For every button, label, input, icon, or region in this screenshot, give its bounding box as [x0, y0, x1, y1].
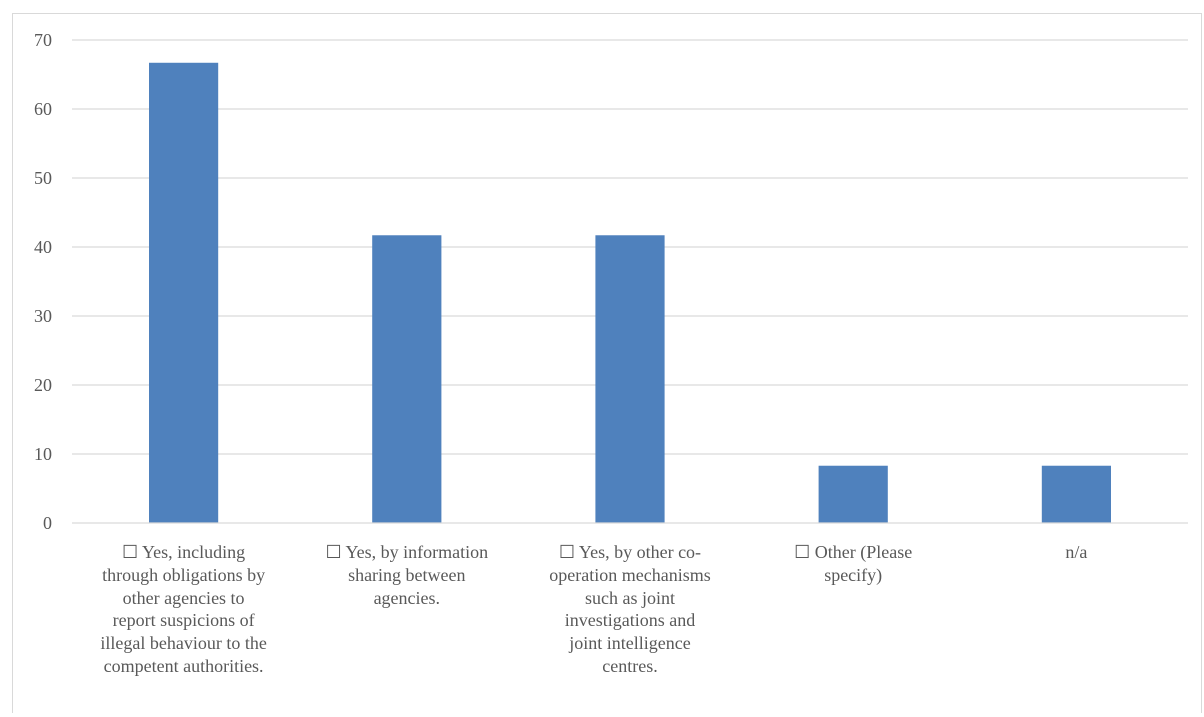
chart-frame: [12, 13, 1202, 713]
bar: [149, 62, 219, 524]
x-category-label: ☐ Yes, by information sharing between ag…: [325, 542, 489, 608]
x-category-label: ☐ Other (Please specify): [794, 542, 913, 585]
y-axis-ticks: 0 10 20 30 40 50 60 70: [34, 30, 52, 533]
x-category-label: ☐ Yes, by other co- operation mechanisms…: [549, 542, 711, 676]
y-tick-label: 20: [34, 375, 52, 395]
bar: [1041, 465, 1111, 523]
bar: [372, 235, 442, 523]
x-category-label: n/a: [1065, 542, 1088, 562]
y-tick-label: 70: [34, 30, 52, 50]
y-tick-label: 0: [43, 513, 52, 533]
y-tick-label: 30: [34, 306, 52, 326]
y-tick-label: 10: [34, 444, 52, 464]
x-category-label: ☐ Yes, including through obligations by …: [100, 542, 267, 676]
bars: [149, 62, 1111, 524]
bar: [595, 235, 665, 523]
bar: [818, 465, 888, 523]
y-tick-label: 60: [34, 99, 52, 119]
y-tick-label: 50: [34, 168, 52, 188]
y-tick-label: 40: [34, 237, 52, 257]
